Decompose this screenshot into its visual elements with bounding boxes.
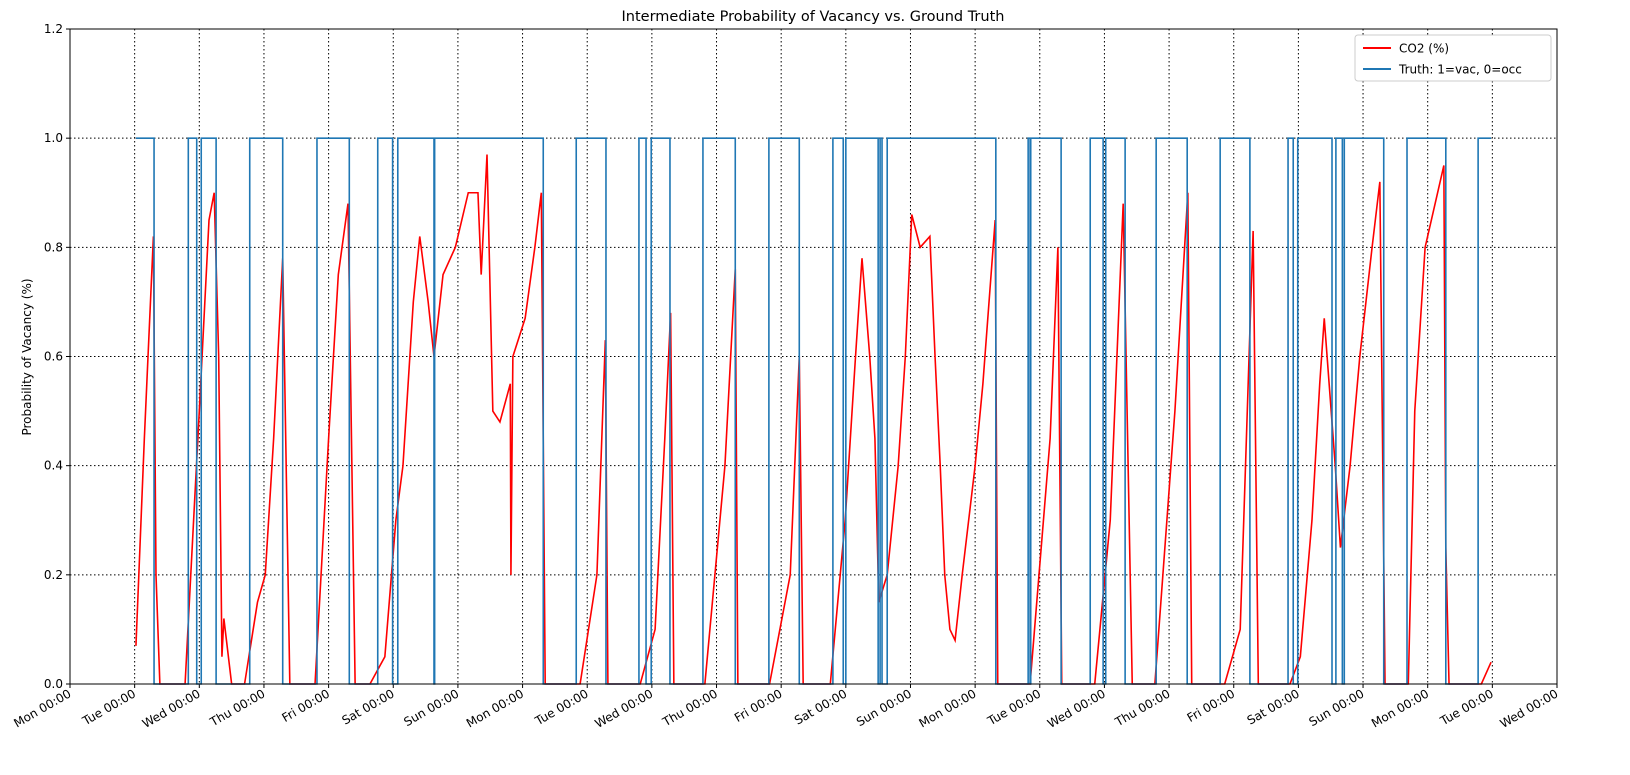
x-tick-label: Fri 00:00 [279,686,332,724]
x-tick-label: Sun 00:00 [854,686,914,729]
legend: CO2 (%) Truth: 1=vac, 0=occ [1354,34,1552,82]
data-line [135,137,1492,685]
x-tick-label: Wed 00:00 [1045,686,1108,730]
y-tick-label: 0.2 [44,568,63,582]
legend-label: Truth: 1=vac, 0=occ [1398,63,1522,77]
x-tick-label: Mon 00:00 [464,686,526,730]
x-tick-label: Sat 00:00 [339,686,396,727]
chart-title: Intermediate Probability of Vacancy vs. … [622,9,1005,25]
x-tick-label: Tue 00:00 [984,686,1043,728]
x-tick-label: Sun 00:00 [401,686,461,729]
data-line [135,154,1492,685]
plot-frame [69,28,1558,685]
x-tick-label: Sun 00:00 [1307,686,1367,729]
legend-label: CO2 (%) [1399,42,1449,56]
x-tick-label: Mon 00:00 [11,686,73,730]
y-tick-label: 1.0 [44,131,63,145]
x-tick-label: Sat 00:00 [1245,686,1302,727]
x-tick-label: Tue 00:00 [79,686,138,728]
x-tick-label: Wed 00:00 [592,686,655,730]
x-tick-label: Thu 00:00 [207,686,268,729]
x-tick-label: Wed 00:00 [140,686,203,730]
y-tick-label: 0.0 [44,677,63,691]
legend-box [1354,34,1552,82]
x-tick-label: Thu 00:00 [659,686,720,729]
x-tick-label: Sat 00:00 [792,686,849,727]
x-tick-label: Fri 00:00 [1185,686,1238,724]
y-tick-label: 1.2 [44,22,63,36]
x-tick-label: Tue 00:00 [532,686,591,728]
y-axis-label: Probability of Vacancy (%) [20,278,34,435]
x-tick-label: Tue 00:00 [1437,686,1496,728]
x-tick-label: Fri 00:00 [732,686,785,724]
y-tick-label: 0.4 [44,459,63,473]
x-tick-label: Mon 00:00 [1369,686,1431,730]
y-tick-label: 0.6 [44,350,63,364]
x-tick-label: Mon 00:00 [916,686,978,730]
y-tick-label: 0.8 [44,240,63,254]
x-tick-label: Thu 00:00 [1112,686,1173,729]
x-tick-label: Wed 00:00 [1498,686,1561,730]
